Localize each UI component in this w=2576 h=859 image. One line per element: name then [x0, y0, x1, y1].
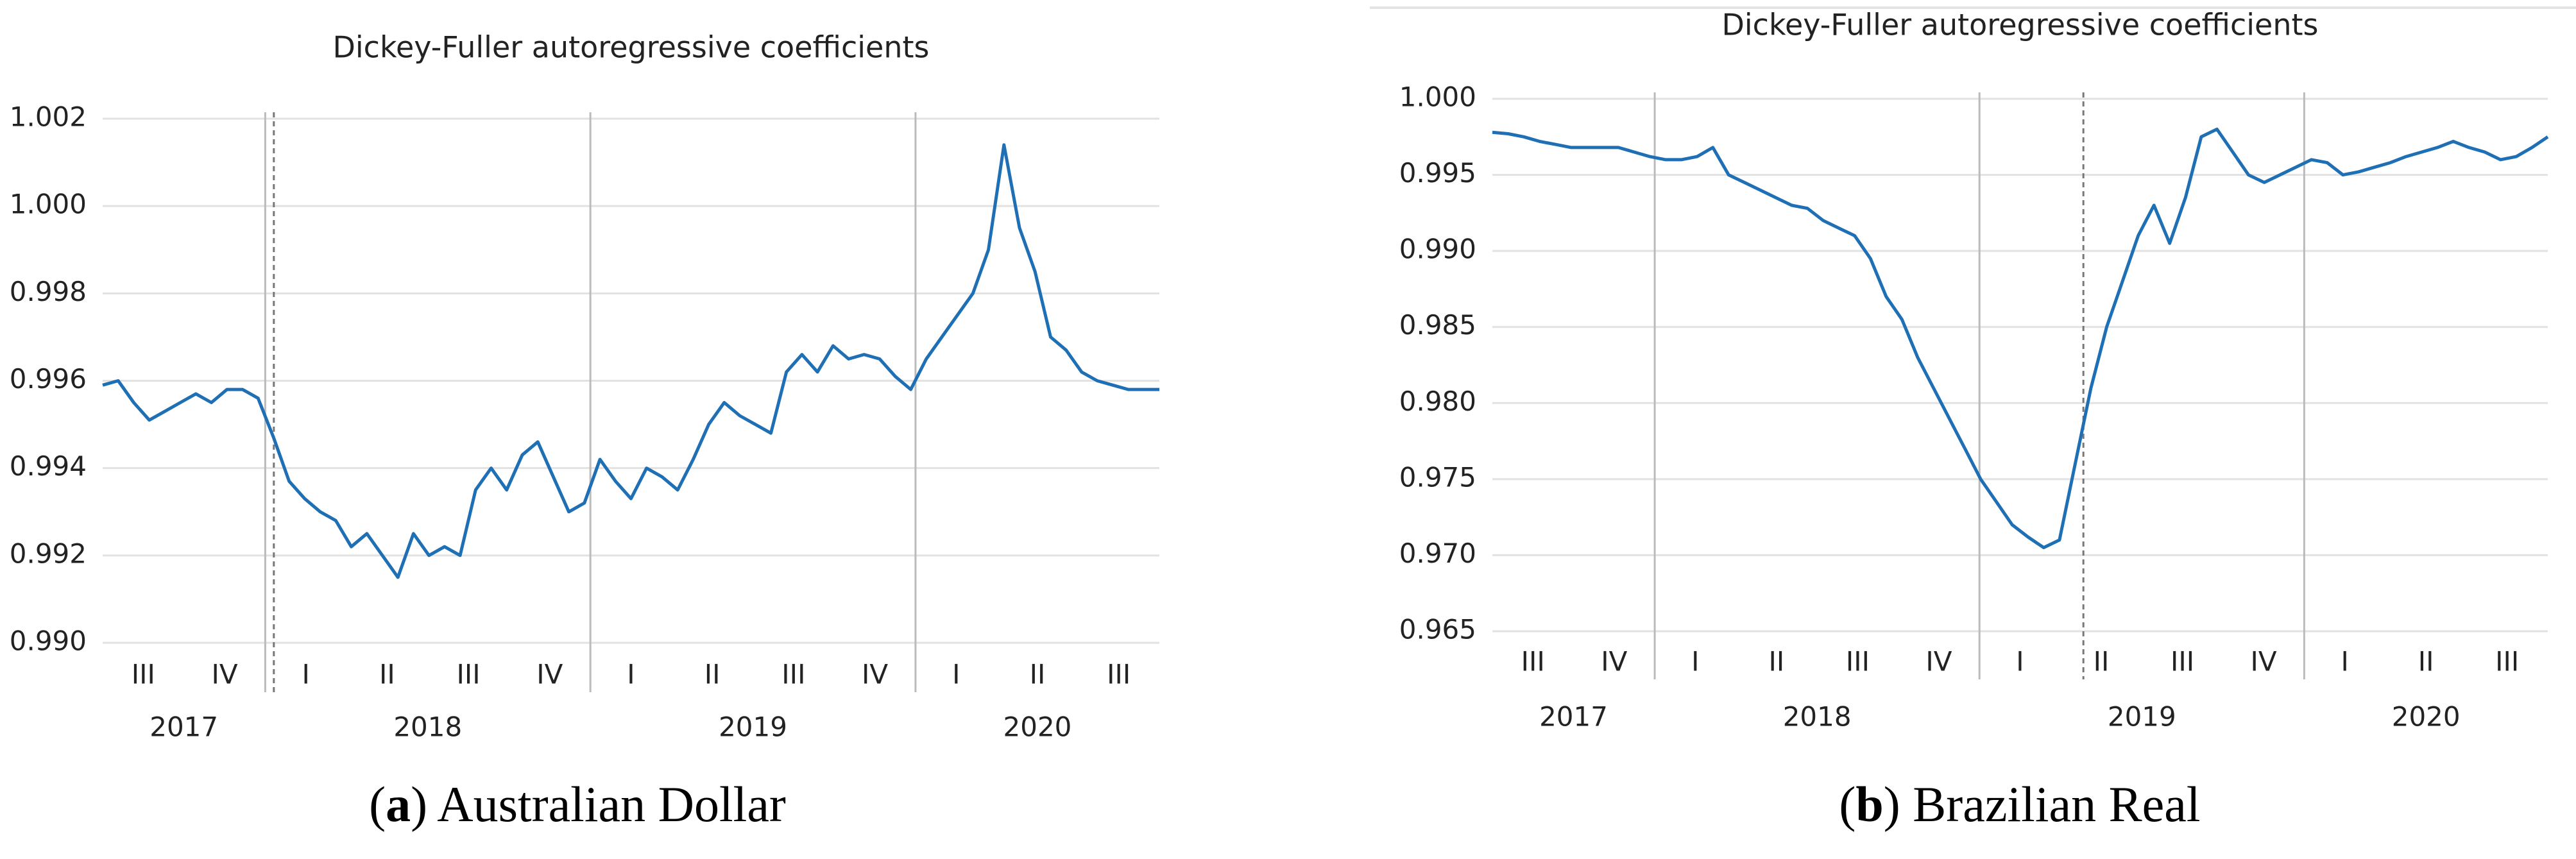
quarter-label: II [2094, 646, 2110, 677]
quarter-label: II [2418, 646, 2434, 677]
quarter-label: II [1768, 646, 1784, 677]
caption: (a) Australian Dollar [369, 776, 786, 832]
quarter-label: II [704, 659, 721, 690]
chart-title: Dickey-Fuller autoregressive coefficient… [1721, 8, 2318, 42]
quarter-label: III [2495, 646, 2519, 677]
caption-part: ( [369, 776, 386, 832]
y-tick-label: 0.965 [1399, 614, 1476, 645]
caption-part: a [386, 776, 411, 832]
y-tick-label: 0.980 [1399, 386, 1476, 417]
y-tick-label: 0.985 [1399, 309, 1476, 341]
caption: (b) Brazilian Real [1839, 776, 2200, 832]
quarter-label: I [2016, 646, 2024, 677]
y-tick-label: 0.994 [10, 450, 87, 482]
quarter-label: III [781, 659, 805, 690]
quarter-label: IV [2251, 646, 2277, 677]
quarter-label: III [1846, 646, 1870, 677]
quarter-label: III [1107, 659, 1130, 690]
year-label: 2018 [393, 711, 462, 743]
quarter-label: IV [211, 659, 237, 690]
caption-part: ( [1839, 776, 1855, 832]
quarter-label: III [2171, 646, 2194, 677]
quarter-label: IV [1601, 646, 1627, 677]
y-tick-label: 0.990 [1399, 234, 1476, 265]
series-line [1492, 127, 2549, 550]
quarter-label: II [1030, 659, 1046, 690]
quarter-label: IV [1925, 646, 1952, 677]
quarter-label: I [1691, 646, 1699, 677]
year-label: 2019 [719, 711, 787, 743]
quarter-label: I [2341, 646, 2348, 677]
y-tick-label: 1.000 [1399, 81, 1476, 113]
year-label: 2019 [2108, 701, 2176, 733]
y-tick-label: 1.000 [10, 189, 87, 220]
caption-part: ) Brazilian Real [1884, 776, 2201, 832]
y-tick-label: 0.996 [10, 363, 87, 395]
quarter-label: III [132, 659, 155, 690]
quarter-label: I [302, 659, 310, 690]
y-tick-label: 0.970 [1399, 538, 1476, 569]
caption-part: b [1855, 776, 1883, 832]
y-tick-label: 0.995 [1399, 157, 1476, 189]
quarter-label: III [1521, 646, 1545, 677]
quarter-label: II [379, 659, 395, 690]
year-label: 2020 [1003, 711, 1072, 743]
year-label: 2017 [149, 711, 218, 743]
y-tick-label: 0.998 [10, 276, 87, 307]
quarter-label: IV [536, 659, 563, 690]
y-tick-label: 0.975 [1399, 461, 1476, 493]
caption-part: ) Australian Dollar [411, 776, 786, 832]
year-label: 2020 [2392, 701, 2461, 733]
quarter-label: I [952, 659, 960, 690]
y-tick-label: 1.002 [10, 101, 87, 133]
y-tick-label: 0.990 [10, 625, 87, 657]
quarter-label: IV [862, 659, 888, 690]
quarter-label: III [457, 659, 481, 690]
year-label: 2017 [1539, 701, 1608, 733]
year-label: 2018 [1783, 701, 1852, 733]
series-line [102, 143, 1159, 579]
quarter-label: I [627, 659, 635, 690]
y-tick-label: 0.992 [10, 538, 87, 569]
chart-title: Dickey-Fuller autoregressive coefficient… [332, 30, 929, 65]
